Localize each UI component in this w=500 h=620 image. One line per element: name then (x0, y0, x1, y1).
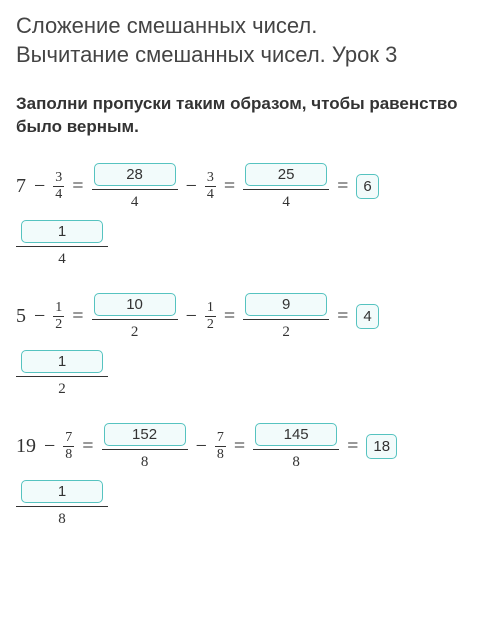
mixed-fraction-part: 1 8 (16, 480, 108, 527)
fraction: 1 2 (205, 300, 216, 333)
minus-sign: − (32, 175, 47, 198)
answer-box[interactable]: 18 (366, 434, 397, 459)
fraction-denominator: 4 (205, 187, 216, 203)
title-line-1: Сложение смешанных чисел. (16, 13, 317, 38)
fraction-denominator: 2 (205, 317, 216, 333)
answer-box[interactable]: 1 (21, 220, 103, 243)
whole-number: 5 (16, 305, 26, 328)
fraction-denominator: 4 (282, 193, 290, 210)
exercise-prompt: Заполни пропуски таким образом, чтобы ра… (16, 93, 484, 139)
equals-sign: = (335, 175, 350, 198)
fraction-numerator: 1 (53, 300, 64, 317)
mixed-fraction-part: 1 2 (16, 350, 108, 397)
answer-box[interactable]: 10 (94, 293, 176, 316)
minus-sign: − (184, 175, 199, 198)
whole-number: 7 (16, 175, 26, 198)
answer-box[interactable]: 145 (255, 423, 337, 446)
fraction-numerator: 3 (205, 170, 216, 187)
fraction-denominator: 4 (53, 187, 64, 203)
fraction-denominator: 8 (215, 447, 226, 463)
improper-fraction: 10 2 (92, 293, 178, 340)
minus-sign: − (194, 435, 209, 458)
minus-sign: − (184, 305, 199, 328)
answer-box[interactable]: 1 (21, 350, 103, 373)
fraction-denominator: 4 (131, 193, 139, 210)
fraction-numerator: 3 (53, 170, 64, 187)
lesson-title: Сложение смешанных чисел. Вычитание смеш… (16, 12, 484, 69)
improper-fraction: 152 8 (102, 423, 188, 470)
fraction-denominator: 2 (131, 323, 139, 340)
equation-row: 5 − 1 2 = 10 2 − 1 2 = 9 2 = 4 1 2 (16, 293, 484, 397)
minus-sign: − (42, 435, 57, 458)
result-fraction: 25 4 (243, 163, 329, 210)
answer-box[interactable]: 6 (356, 174, 378, 199)
equals-sign: = (80, 435, 95, 458)
equals-sign: = (222, 175, 237, 198)
fraction: 7 8 (215, 430, 226, 463)
equals-sign: = (70, 175, 85, 198)
fraction-denominator: 8 (292, 453, 300, 470)
fraction: 3 4 (53, 170, 64, 203)
answer-box[interactable]: 152 (104, 423, 186, 446)
equals-sign: = (70, 305, 85, 328)
result-fraction: 9 2 (243, 293, 329, 340)
fraction-numerator: 7 (215, 430, 226, 447)
equals-sign: = (335, 305, 350, 328)
fraction-denominator: 8 (58, 510, 66, 527)
title-line-2: Вычитание смешанных чисел. Урок 3 (16, 42, 397, 67)
mixed-fraction-part: 1 4 (16, 220, 108, 267)
fraction: 7 8 (63, 430, 74, 463)
fraction: 1 2 (53, 300, 64, 333)
fraction-denominator: 2 (58, 380, 66, 397)
answer-box[interactable]: 25 (245, 163, 327, 186)
equals-sign: = (232, 435, 247, 458)
answer-box[interactable]: 28 (94, 163, 176, 186)
fraction-numerator: 7 (63, 430, 74, 447)
fraction-denominator: 8 (63, 447, 74, 463)
answer-box[interactable]: 4 (356, 304, 378, 329)
whole-number: 19 (16, 435, 36, 458)
minus-sign: − (32, 305, 47, 328)
equation-row: 7 − 3 4 = 28 4 − 3 4 = 25 4 = 6 1 4 (16, 163, 484, 267)
equals-sign: = (345, 435, 360, 458)
equals-sign: = (222, 305, 237, 328)
improper-fraction: 28 4 (92, 163, 178, 210)
fraction-denominator: 2 (53, 317, 64, 333)
fraction-denominator: 2 (282, 323, 290, 340)
equation-row: 19 − 7 8 = 152 8 − 7 8 = 145 8 = 18 1 8 (16, 423, 484, 527)
fraction-denominator: 8 (141, 453, 149, 470)
fraction-denominator: 4 (58, 250, 66, 267)
answer-box[interactable]: 1 (21, 480, 103, 503)
fraction: 3 4 (205, 170, 216, 203)
result-fraction: 145 8 (253, 423, 339, 470)
fraction-numerator: 1 (205, 300, 216, 317)
answer-box[interactable]: 9 (245, 293, 327, 316)
